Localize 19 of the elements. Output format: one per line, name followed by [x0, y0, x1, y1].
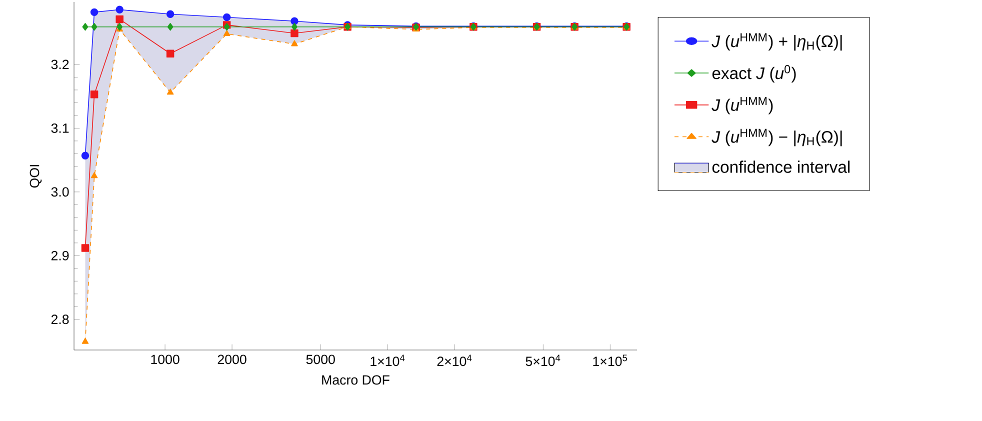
- x-tick-label: 5×10$^{4}$: [526, 354, 560, 366]
- y-tick-label: 3.2: [51, 60, 69, 70]
- x-tick-label: 5000: [306, 354, 335, 364]
- x-tick-label: 1000: [151, 354, 180, 364]
- y-tick-label: 2.8: [51, 314, 69, 324]
- legend-label: J (u$^{HMM}$) + |η$_{H}$(Ω)|: [712, 33, 842, 51]
- text: confidence interval: [712, 160, 850, 173]
- y-tick-label: 3.1: [51, 123, 69, 133]
- y-tick-label: 3.0: [51, 187, 69, 197]
- x-axis-title: Macro DOF: [322, 375, 390, 385]
- x-tick-label: 2×10$^{4}$: [437, 354, 472, 366]
- x-tick-label: 1×10$^{4}$: [370, 354, 405, 366]
- legend-label: J (u$^{HMM}$) − |η$_{H}$(Ω)|: [712, 128, 842, 146]
- x-tick-label: 1×10$^{5}$: [593, 354, 628, 366]
- legend-label: J (u$^{HMM}$): [712, 97, 773, 114]
- x-tick-label: 2000: [218, 354, 246, 364]
- y-axis-title: QOI: [30, 165, 42, 188]
- legend-label: exact J (u$^{0}$): [712, 65, 796, 82]
- y-tick-label: 2.9: [51, 250, 69, 260]
